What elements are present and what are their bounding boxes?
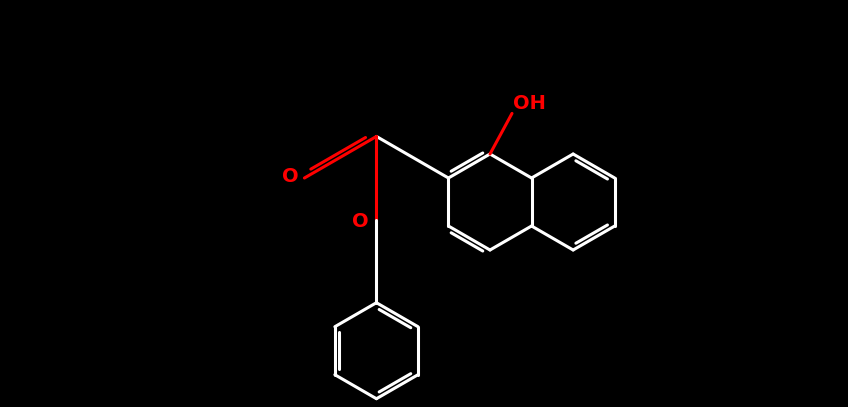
Text: OH: OH [512, 94, 545, 113]
Text: O: O [352, 212, 369, 231]
Text: O: O [282, 166, 298, 186]
